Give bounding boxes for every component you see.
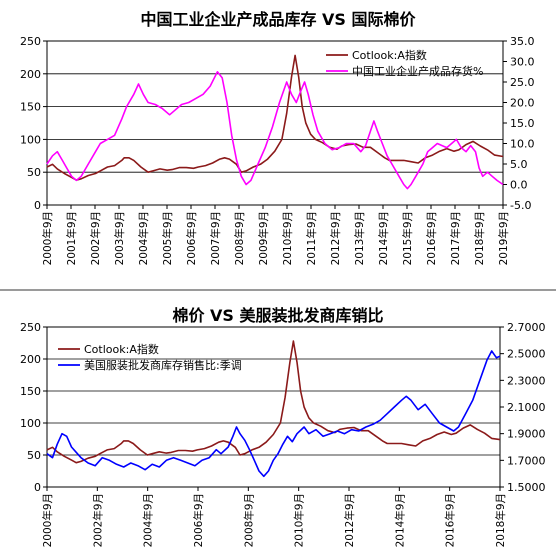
x-tick-label: 2017年9月 [449,211,462,265]
legend-label-2: 美国服装批发商库存销售比:季调 [84,358,242,372]
x-tick-label: 2014年9月 [377,211,390,265]
series-line-2 [46,71,504,190]
x-tick-label: 2007年9月 [209,211,222,265]
x-tick-label: 2008年9月 [233,211,246,265]
y-right-tick-label: 1.7000 [507,454,546,467]
legend-label-1: Cotlook:A指数 [352,48,427,62]
y-right-tick-label: 35.0 [510,35,535,48]
y-left-tick-label: 150 [20,385,41,398]
y-left-tick-label: 200 [20,353,41,366]
series-line-1 [46,340,501,464]
y-right-tick-label: 30.0 [510,56,535,69]
x-tick-label: 2001年9月 [65,211,78,265]
y-right-tick-label: 20.0 [510,97,535,110]
y-right-tick-label: 1.5000 [507,481,546,494]
y-right-tick-label: 15.0 [510,117,535,130]
chart-1-title: 中国工业企业产成品库存 VS 国际棉价 [140,10,416,29]
chart-2-title: 棉价 VS 美服装批发商库销比 [172,306,384,325]
plot-frame [46,326,501,488]
x-tick-label: 2013年9月 [353,211,366,265]
plot-frame [46,40,504,206]
y-right-tick-label: 1.9000 [507,428,546,441]
y-left-tick-label: 250 [20,35,41,48]
chart-2-plot: 0 50 100 150 200 250 1.5000 1.7000 1.9000 2.1000 2… [20,321,546,547]
x-tick-label: 2012年9月 [343,493,356,547]
y-right-tick-label: 5.0 [510,158,528,171]
y-left-tick-label: 50 [27,166,41,179]
x-tick-label: 2002年9月 [91,493,104,547]
x-tick-label: 2006年9月 [185,211,198,265]
y-right-tick-label: -5.0 [510,199,531,212]
y-right-tick-label: 2.1000 [507,401,546,414]
y-right-tick-label: 2.3000 [507,374,546,387]
x-tick-label: 2011年9月 [305,211,318,265]
y-left-tick-label: 150 [20,101,41,114]
y-left-tick-label: 200 [20,68,41,81]
y-right-tick-label: 0.0 [510,179,528,192]
y-left-tick-label: 250 [20,321,41,334]
panel-divider [0,289,556,291]
x-tick-label: 2015年9月 [401,211,414,265]
x-tick-label: 2012年9月 [329,211,342,265]
series-line-1 [46,54,504,181]
chart-panel-1: 中国工业企业产成品库存 VS 国际棉价 0 50 100 150 200 250 -5.0 0… [20,10,535,265]
x-tick-label: 2010年9月 [281,211,294,265]
y-left-tick-label: 0 [34,199,41,212]
x-tick-label: 2000年9月 [41,493,54,547]
x-tick-label: 2009年9月 [257,211,270,265]
chart-1-plot: 0 50 100 150 200 250 -5.0 0.0 5.0 10.0 15.0 20.0 25.… [20,35,535,265]
x-tick-label: 2004年9月 [142,493,155,547]
x-tick-label: 2003年9月 [113,211,126,265]
y-right-tick-label: 2.5000 [507,348,546,361]
x-tick-label: 2002年9月 [89,211,102,265]
x-tick-label: 2006年9月 [192,493,205,547]
chart-panel-2: 棉价 VS 美服装批发商库销比 0 50 100 150 200 250 1.5000 1.7… [0,292,556,556]
y-right-tick-label: 2.7000 [507,321,546,334]
x-tick-label: 2010年9月 [293,493,306,547]
x-tick-label: 2019年9月 [497,211,510,265]
x-tick-label: 2008年9月 [242,493,255,547]
legend-label-2: 中国工业企业产成品存货% [352,64,483,78]
x-tick-label: 2018年9月 [494,493,507,547]
y-left-tick-label: 0 [34,481,41,494]
x-tick-label: 2014年9月 [393,493,406,547]
y-left-tick-label: 50 [27,449,41,462]
x-tick-label: 2018年9月 [473,211,486,265]
x-tick-label: 2005年9月 [161,211,174,265]
y-right-tick-label: 10.0 [510,138,535,151]
y-left-tick-label: 100 [20,417,41,430]
y-right-tick-label: 25.0 [510,76,535,89]
x-tick-label: 2016年9月 [425,211,438,265]
x-tick-label: 2016年9月 [444,493,457,547]
y-left-tick-label: 100 [20,133,41,146]
x-tick-label: 2004年9月 [137,211,150,265]
series-line-2 [46,350,501,478]
legend-label-1: Cotlook:A指数 [84,342,159,356]
x-tick-label: 2000年9月 [41,211,54,265]
